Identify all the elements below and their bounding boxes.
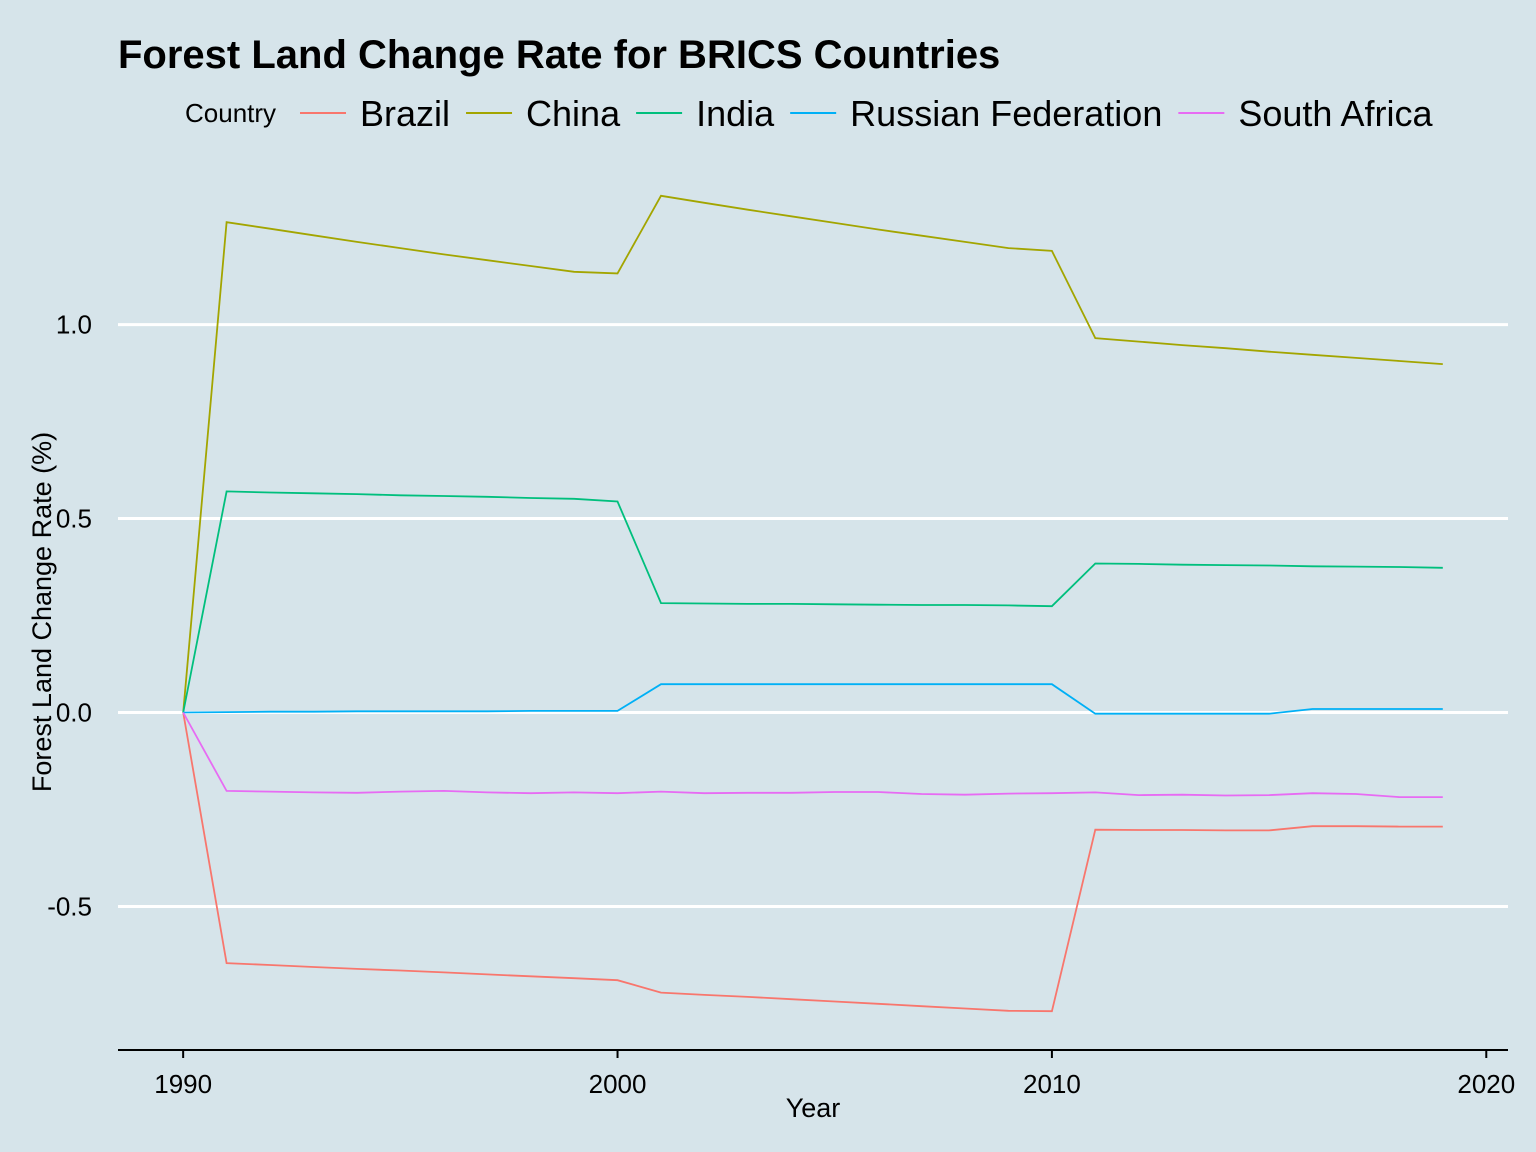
y-tick-label: 0.5	[56, 504, 92, 534]
legend: Country Brazil China India Russian Federati…	[185, 93, 1433, 134]
x-tick-label: 2010	[1023, 1069, 1081, 1099]
legend-item-brazil: Brazil	[300, 93, 450, 134]
legend-item-india: India	[636, 93, 775, 134]
legend-label: China	[526, 93, 621, 134]
chart-title: Forest Land Change Rate for BRICS Countr…	[118, 33, 1000, 77]
series-group	[182, 194, 1443, 1013]
legend-title: Country	[185, 98, 276, 128]
legend-label: South Africa	[1238, 93, 1433, 134]
x-tick-label: 2000	[589, 1069, 647, 1099]
legend-item-china: China	[466, 93, 621, 134]
legend-label: India	[696, 93, 775, 134]
y-axis-ticks: -0.5 0.0 0.5 1.0	[47, 310, 92, 922]
y-axis-title: Forest Land Change Rate (%)	[27, 432, 57, 792]
x-tick-label: 2020	[1457, 1069, 1515, 1099]
x-axis-title: Year	[786, 1093, 841, 1123]
legend-label: Russian Federation	[850, 93, 1162, 134]
x-axis-ticks: 1990 2000 2010 2020	[154, 1050, 1515, 1099]
legend-item-south-africa: South Africa	[1178, 93, 1433, 134]
gridlines	[118, 323, 1508, 908]
series-line-china	[182, 194, 1443, 713]
y-tick-label: 1.0	[56, 310, 92, 340]
legend-item-russian-federation: Russian Federation	[790, 93, 1162, 134]
series-line-russian-federation	[183, 683, 1443, 715]
x-tick-label: 1990	[154, 1069, 212, 1099]
series-line-india	[182, 490, 1443, 713]
series-line-brazil	[182, 712, 1443, 1013]
y-tick-label: -0.5	[47, 891, 92, 921]
series-line-south-africa	[182, 712, 1443, 798]
y-tick-label: 0.0	[56, 698, 92, 728]
legend-label: Brazil	[360, 93, 450, 134]
